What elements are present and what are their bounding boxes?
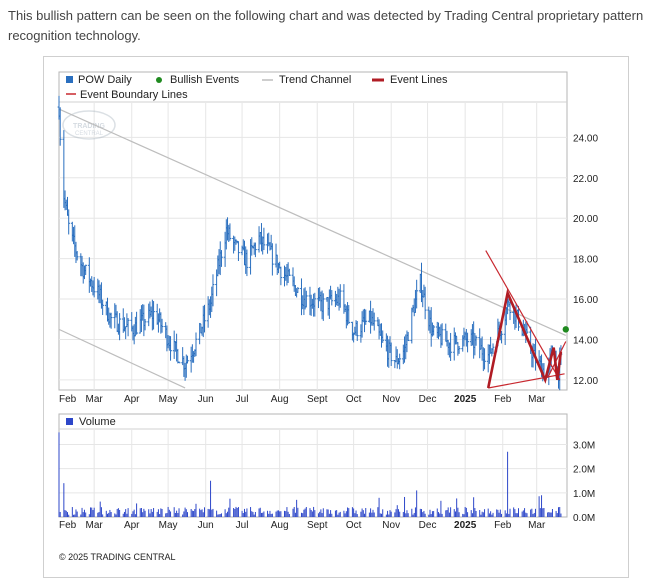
volume-x-tick-label: Dec — [419, 520, 437, 531]
price-x-tick-label: Oct — [346, 394, 362, 405]
trading-central-watermark: TRADING CENTRAL — [62, 110, 116, 140]
volume-x-tick-label: Mar — [86, 520, 104, 531]
price-y-tick-label: 18.00 — [573, 255, 598, 266]
price-x-axis: Feb Mar Apr May Jun Jul Aug Sept Oct Nov Dec 2025 Fe… — [59, 394, 546, 405]
price-x-tick-label: Sept — [307, 394, 328, 405]
volume-y-tick-label: 1.0M — [573, 489, 595, 500]
price-x-tick-label: Dec — [419, 394, 437, 405]
price-y-tick-label: 22.00 — [573, 174, 598, 185]
legend-volume-label: Volume — [79, 416, 116, 428]
legend-event-boundary-label: Event Boundary Lines — [80, 89, 188, 101]
price-y-axis: 24.00 22.00 20.00 18.00 16.00 14.00 12.00 — [573, 133, 598, 387]
volume-x-tick-label: May — [159, 520, 178, 531]
price-grid — [59, 103, 567, 390]
price-x-tick-label: Mar — [86, 394, 104, 405]
price-legend: POW Daily Bullish Events Trend Channel E… — [66, 74, 448, 101]
volume-x-tick-label: Oct — [346, 520, 362, 531]
event-boundary-line — [547, 341, 567, 379]
legend-event-lines-label: Event Lines — [390, 74, 448, 86]
legend-trend-channel-label: Trend Channel — [279, 74, 351, 86]
trend-channel-lower — [58, 328, 186, 389]
legend-volume-swatch — [66, 418, 73, 425]
volume-x-tick-label: Jun — [198, 520, 214, 531]
chart-panel: POW Daily Bullish Events Trend Channel E… — [43, 56, 629, 578]
volume-grid — [59, 430, 567, 517]
price-x-tick-label: Feb — [59, 394, 77, 405]
event-boundary-line — [488, 373, 565, 389]
volume-x-tick-label: Sept — [307, 520, 328, 531]
volume-x-tick-label: Jul — [236, 520, 249, 531]
price-y-tick-label: 20.00 — [573, 214, 598, 225]
volume-panel: Volume 3.0M 2.0M 1.0M 0.0M Feb Mar Apr May Jun J… — [58, 413, 595, 531]
price-y-tick-label: 16.00 — [573, 295, 598, 306]
price-x-tick-label: Jun — [198, 394, 214, 405]
event-lines — [486, 288, 563, 389]
legend-bullish-events-label: Bullish Events — [170, 74, 240, 86]
volume-x-tick-label: Apr — [124, 520, 140, 531]
price-y-tick-label: 14.00 — [573, 335, 598, 346]
volume-content — [58, 432, 562, 517]
volume-x-tick-label: 2025 — [454, 520, 477, 531]
price-x-tick-label: Nov — [382, 394, 400, 405]
price-y-tick-label: 12.00 — [573, 376, 598, 387]
chart-svg: POW Daily Bullish Events Trend Channel E… — [57, 71, 598, 562]
copyright-text: © 2025 TRADING CENTRAL — [59, 552, 176, 562]
price-x-tick-label: Feb — [494, 394, 512, 405]
price-content — [57, 95, 569, 391]
legend-pow-daily-label: POW Daily — [78, 74, 132, 86]
volume-x-tick-label: Feb — [494, 520, 512, 531]
volume-plot-border — [58, 413, 568, 518]
event-boundary-line — [485, 250, 561, 381]
price-x-tick-label: May — [159, 394, 178, 405]
volume-y-tick-label: 0.0M — [573, 513, 595, 524]
price-x-tick-label: Jul — [236, 394, 249, 405]
price-x-tick-label: 2025 — [454, 394, 477, 405]
volume-x-tick-label: Mar — [528, 520, 546, 531]
legend-bullish-events-swatch — [156, 77, 162, 83]
price-x-tick-label: Mar — [528, 394, 546, 405]
price-x-tick-label: Aug — [271, 394, 289, 405]
volume-x-tick-label: Feb — [59, 520, 77, 531]
volume-y-tick-label: 3.0M — [573, 441, 595, 452]
volume-y-axis: 3.0M 2.0M 1.0M 0.0M — [573, 441, 595, 525]
price-y-tick-label: 24.00 — [573, 133, 598, 144]
watermark-text-2: CENTRAL — [75, 131, 104, 137]
volume-x-tick-label: Aug — [271, 520, 289, 531]
watermark-text: TRADING — [73, 123, 105, 130]
legend-pow-daily-swatch — [66, 76, 73, 83]
intro-text: This bullish pattern can be seen on the … — [8, 8, 644, 43]
trend-channel-upper — [58, 108, 567, 336]
price-x-tick-label: Apr — [124, 394, 140, 405]
watermark-ellipse — [62, 110, 116, 140]
volume-x-tick-label: Nov — [382, 520, 400, 531]
volume-y-tick-label: 2.0M — [573, 465, 595, 476]
bullish-event-marker — [562, 326, 569, 333]
volume-x-axis: Feb Mar Apr May Jun Jul Aug Sept Oct Nov Dec 2025 Fe… — [59, 520, 546, 531]
price-panel: POW Daily Bullish Events Trend Channel E… — [57, 71, 598, 405]
